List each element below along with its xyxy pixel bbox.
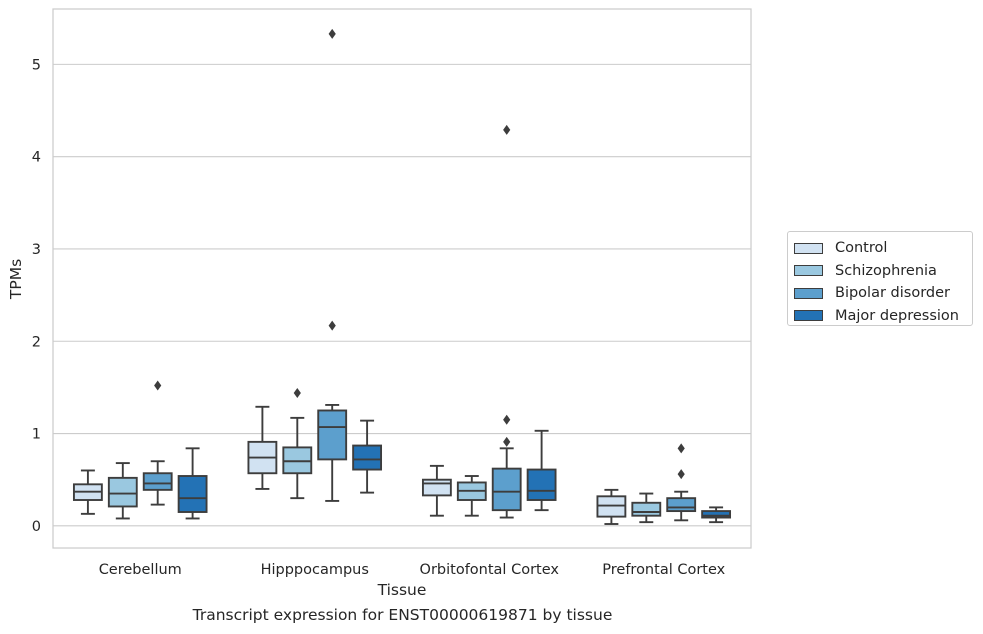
x-tick-label: Cerebellum [99,562,182,578]
legend-label-control: Control [835,240,888,257]
plot-frame [52,8,752,549]
outlier-point [503,436,511,447]
legend-label-bipolar-disorder: Bipolar disorder [835,285,950,302]
box-major-depression [177,447,208,520]
box-major-depression [701,506,732,524]
legend-swatch-major-depression [794,310,823,322]
y-tick-labels: 0 1 2 3 4 5 [32,57,41,534]
box-major-depression [352,419,383,494]
box-major-depression [526,429,557,512]
x-tick-label: Prefrontal Cortex [602,562,725,578]
box-iqr [701,510,732,519]
box-iqr [352,444,383,471]
legend: Control Schizophrenia Bipolar disorder M… [787,231,973,326]
y-tick-label: 0 [32,519,41,535]
outlier-point [328,320,336,331]
legend-item-control: Control [794,237,972,260]
box-bipolar-disorder [491,124,522,519]
box-control [421,464,452,517]
box-iqr [107,476,138,508]
outlier-point [328,28,336,39]
legend-item-bipolar-disorder: Bipolar disorder [794,282,972,305]
box-schizophrenia [456,475,487,517]
x-tick-labels: Cerebellum Hipppocampus Orbitofontal Corte… [99,562,726,578]
outlier-point [677,443,685,454]
box-bipolar-disorder [317,28,348,502]
box-iqr [491,467,522,512]
y-axis-label: TPMs [7,259,25,300]
y-tick-label: 5 [32,57,41,73]
box-schizophrenia [107,462,138,520]
box-iqr [421,478,452,497]
legend-label-schizophrenia: Schizophrenia [835,262,937,279]
box-series [72,28,732,525]
box-iqr [142,472,173,491]
box-schizophrenia [631,492,662,524]
y-tick-label: 2 [32,334,41,350]
box-iqr [631,501,662,517]
y-tick-label: 1 [32,427,41,443]
x-axis-label: Tissue [377,581,427,599]
grid-lines [53,63,751,527]
box-control [247,405,278,490]
box-schizophrenia [282,387,313,500]
box-control [72,469,103,515]
outlier-point [154,380,162,391]
box-iqr [177,475,208,513]
outlier-point [293,387,301,398]
box-iqr [317,409,348,461]
legend-swatch-bipolar-disorder [794,287,823,299]
outlier-point [503,124,511,135]
legend-label-major-depression: Major depression [835,307,959,324]
outlier-point [677,469,685,480]
x-tick-label: Hipppocampus [261,562,369,578]
box-iqr [526,468,557,501]
legend-item-major-depression: Major depression [794,305,972,328]
outlier-point [503,414,511,425]
x-tick-label: Orbitofontal Cortex [420,562,560,578]
y-tick-label: 4 [32,150,41,166]
box-bipolar-disorder [666,443,697,522]
chart-caption: Transcript expression for ENST0000061987… [192,606,613,624]
legend-item-schizophrenia: Schizophrenia [794,260,972,283]
box-iqr [666,497,697,513]
box-bipolar-disorder [142,380,173,506]
legend-swatch-schizophrenia [794,265,823,277]
box-control [596,488,627,525]
legend-swatch-control [794,242,823,254]
y-tick-label: 3 [32,242,41,258]
